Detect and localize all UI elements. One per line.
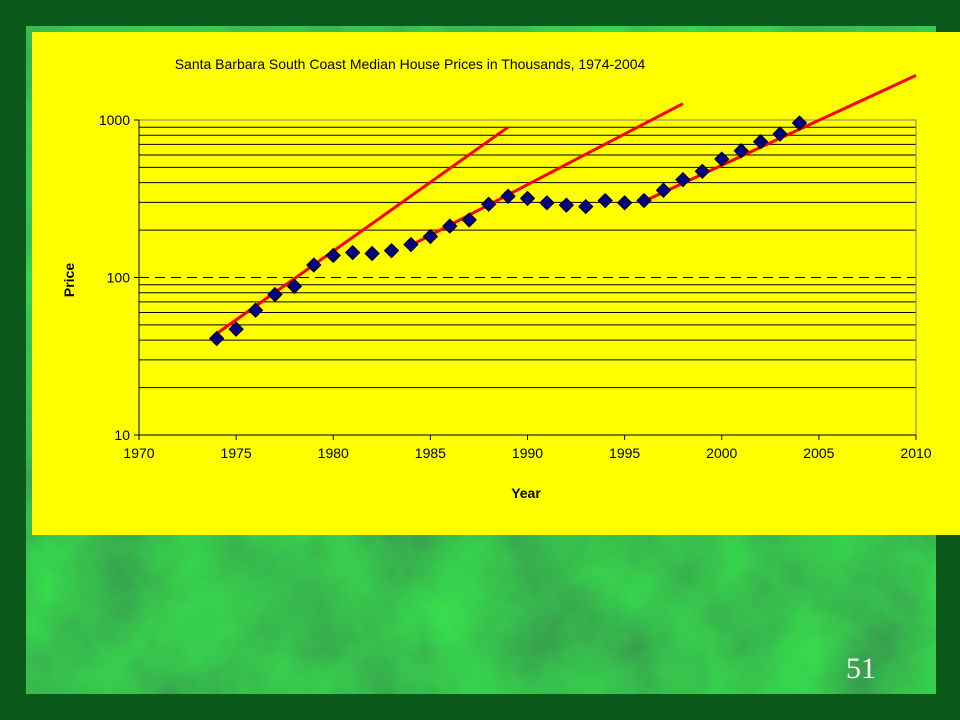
data-point [208,330,225,347]
trend-line [410,102,684,247]
data-point [344,244,361,261]
data-point [519,190,536,207]
x-axis-title: Year [511,485,541,501]
data-point [616,195,633,211]
data-point [675,171,691,188]
data-point [247,302,264,318]
data-point [480,196,497,212]
data-point [364,245,380,262]
data-point [539,195,555,211]
price-chart: 1970 1975 1980 1985 1990 1995 2000 2005 2010 10 10… [61,56,932,501]
data-point [597,192,613,209]
y-tick-label: 1000 [99,112,130,128]
data-point [422,228,439,245]
data-point [228,321,244,337]
data-point [286,278,303,294]
data-point [655,182,672,198]
y-axis-title: Price [61,263,77,297]
data-point [714,151,730,167]
data-point [500,188,516,204]
chart-title: Santa Barbara South Coast Median House P… [175,56,646,72]
data-point [461,212,477,228]
trend-line [215,125,509,335]
data-point [558,197,575,213]
data-point [403,236,419,253]
x-tick-label: 2000 [706,445,737,461]
data-point [306,257,322,273]
data-point [442,218,458,234]
data-point [772,126,788,142]
x-tick-label: 1975 [221,445,252,461]
data-point [791,115,808,131]
x-tick-label: 2010 [900,445,931,461]
data-point [325,247,341,264]
x-tick-label: 2005 [803,445,834,461]
slide-number: 51 [846,652,876,685]
data-point [694,163,711,180]
x-tick-label: 1980 [318,445,349,461]
data-point [636,192,652,209]
y-tick-label: 100 [107,270,131,286]
x-tick-label: 1995 [609,445,640,461]
data-point [752,134,769,150]
data-point [733,143,749,159]
gridlines [139,119,916,389]
axes: 1970 1975 1980 1985 1990 1995 2000 2005 2010 10 10… [99,112,932,461]
data-point [383,242,400,259]
x-tick-label: 1970 [123,445,154,461]
data-point [578,198,594,215]
x-tick-label: 1985 [415,445,446,461]
chart-panel: 1970 1975 1980 1985 1990 1995 2000 2005 2010 10 10… [32,32,960,535]
x-tick-label: 1990 [512,445,543,461]
y-tick-label: 10 [114,427,130,443]
data-point [267,286,283,303]
data-markers [208,115,808,347]
